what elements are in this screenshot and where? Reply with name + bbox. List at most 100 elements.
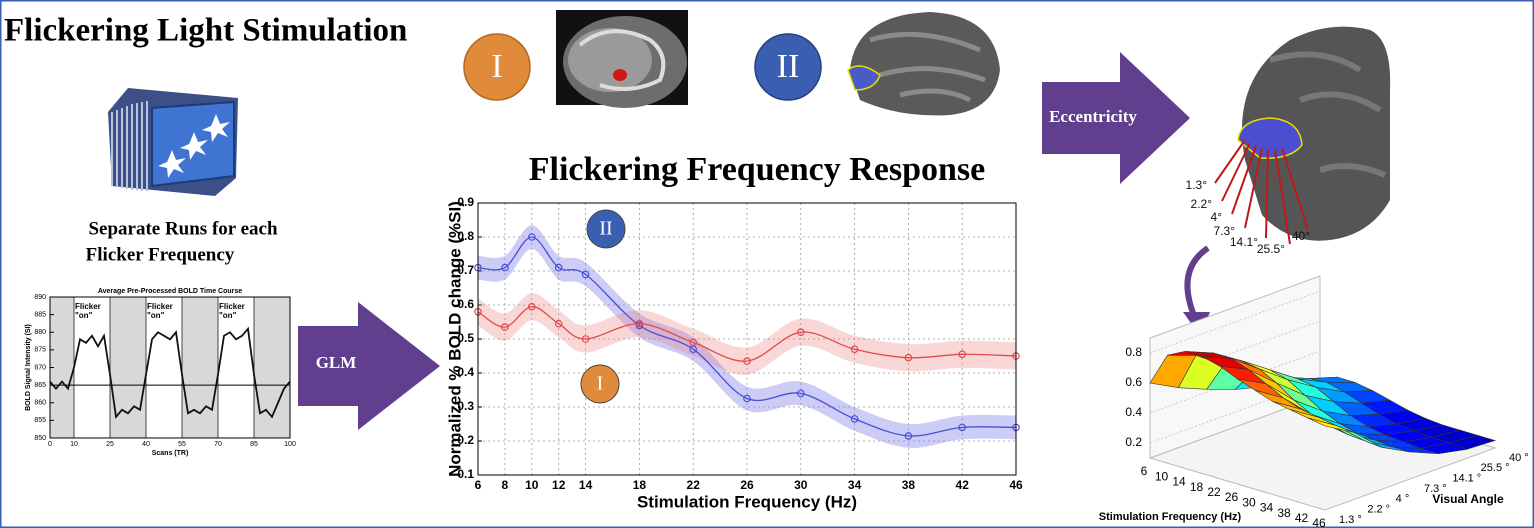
eccentricity-label: 40° (1292, 229, 1310, 243)
x-tick-label: 70 (214, 441, 222, 448)
arrow-label: Eccentricity (1049, 107, 1137, 126)
y-tick-label: 0.4 (457, 365, 474, 379)
data-point (581, 270, 590, 279)
x-tick-label: 46 (1009, 478, 1023, 492)
x-tick-label: 34 (848, 478, 862, 492)
region-label: I (491, 48, 502, 85)
y-tick-label: 0.1 (457, 467, 474, 481)
y-tick-label: 875 (34, 347, 46, 354)
x-tick-label: 85 (250, 441, 258, 448)
y-tick-label: 0.5 (457, 331, 474, 345)
x-tick-label: 10 (525, 478, 539, 492)
x-tick-label: 40 (142, 441, 150, 448)
x-axis-label: Stimulation Frequency (Hz) (637, 492, 857, 511)
y-tick-label: 0.8 (457, 229, 474, 243)
annotation: "on" (75, 311, 93, 320)
x-tick-label: 42 (1295, 511, 1309, 525)
eccentricity-label: 1.3° (1186, 178, 1208, 192)
x-tick-label: 10 (1155, 469, 1169, 483)
z-tick-label: 0.6 (1125, 375, 1142, 389)
eccentricity-label: 2.2° (1191, 197, 1213, 211)
x-tick-label: 22 (1207, 485, 1221, 499)
x-tick-label: 26 (740, 478, 754, 492)
x-tick-label: 6 (475, 478, 482, 492)
data-point (689, 338, 698, 347)
y-tick-label: 855 (34, 417, 46, 424)
data-point (527, 233, 536, 241)
x-tick-label: 30 (794, 478, 808, 492)
y-tick-label: 870 (34, 364, 46, 371)
z-tick-label: 0.8 (1125, 345, 1142, 359)
data-point (904, 353, 913, 362)
y-tick-label: 7.3 ° (1424, 483, 1447, 495)
x-tick-label: 8 (502, 478, 509, 492)
arrow (298, 302, 440, 430)
x-tick-label: 12 (552, 478, 566, 492)
y-tick-label: 0.7 (457, 263, 474, 277)
x-tick-label: 22 (687, 478, 701, 492)
chart-title: Average Pre-Processed BOLD Time Course (98, 288, 242, 295)
brain-inflated (1214, 26, 1391, 245)
region-marker (754, 33, 822, 101)
annotation: "on" (147, 311, 165, 320)
eccentricity-label: 25.5° (1257, 242, 1285, 256)
y-tick-label: 14.1 ° (1452, 473, 1481, 485)
data-point (743, 394, 751, 403)
x-axis-label: Scans (TR) (152, 450, 189, 457)
mri-image (556, 10, 688, 108)
y-tick-label: 4 ° (1396, 493, 1410, 505)
light-box (108, 88, 238, 196)
y-axis-label: Visual Angle (1432, 492, 1504, 506)
series-line (49, 326, 291, 419)
y-tick-label: 885 (34, 311, 46, 318)
y-tick-label: 890 (34, 294, 46, 301)
chart-title: Flickering Frequency Response (529, 151, 985, 188)
annotation-marker (586, 209, 626, 249)
stimulus-text: Separate Runs for each (88, 218, 278, 239)
annotation-marker (580, 364, 620, 404)
y-tick-label: 1.3 ° (1339, 514, 1362, 526)
annotation: "on" (219, 311, 237, 320)
annotation: Flicker (147, 302, 173, 311)
y-tick-label: 880 (34, 329, 46, 336)
y-tick-label: 40 ° (1509, 452, 1529, 464)
stimulus-text: Flicker Frequency (86, 244, 235, 265)
x-axis-label: Stimulation Frequency (Hz) (1099, 511, 1242, 523)
arrow-label: GLM (316, 353, 357, 372)
y-tick-label: 25.5 ° (1481, 462, 1510, 474)
x-tick-label: 38 (1277, 506, 1291, 520)
brain-medial (847, 12, 1000, 116)
x-tick-label: 18 (1190, 480, 1204, 494)
data-point (850, 415, 859, 423)
x-tick-label: 18 (633, 478, 647, 492)
y-tick-label: 850 (34, 435, 46, 442)
annotation: I (597, 373, 604, 395)
region-label: II (777, 48, 800, 85)
y-tick-label: 860 (34, 400, 46, 407)
x-tick-label: 26 (1225, 490, 1239, 504)
eccentricity-label: 7.3° (1214, 224, 1236, 238)
arrow (1042, 52, 1190, 184)
x-tick-label: 38 (902, 478, 916, 492)
annotation: Flicker (75, 302, 101, 311)
plot-frame (49, 296, 291, 439)
data-point (958, 423, 967, 432)
x-tick-label: 100 (284, 441, 296, 448)
data-point (501, 323, 509, 331)
plot-frame (477, 202, 1017, 476)
series-line (477, 236, 1017, 437)
eccentricity-label: 14.1° (1230, 235, 1258, 249)
off-block (182, 297, 218, 438)
y-tick-label: 0.6 (457, 297, 474, 311)
x-tick-label: 0 (48, 441, 52, 448)
x-tick-label: 6 (1141, 464, 1148, 478)
surface-patch (1307, 417, 1354, 433)
plot-area (50, 297, 290, 438)
x-tick-label: 30 (1242, 495, 1256, 509)
y-axis-label: BOLD Signal Intensity (SI) (25, 324, 32, 411)
y-tick-label: 865 (34, 382, 46, 389)
z-tick-label: 0.2 (1125, 435, 1142, 449)
x-tick-label: 46 (1312, 516, 1326, 528)
x-tick-label: 14 (1172, 475, 1186, 489)
y-tick-label: 0.3 (457, 399, 474, 413)
